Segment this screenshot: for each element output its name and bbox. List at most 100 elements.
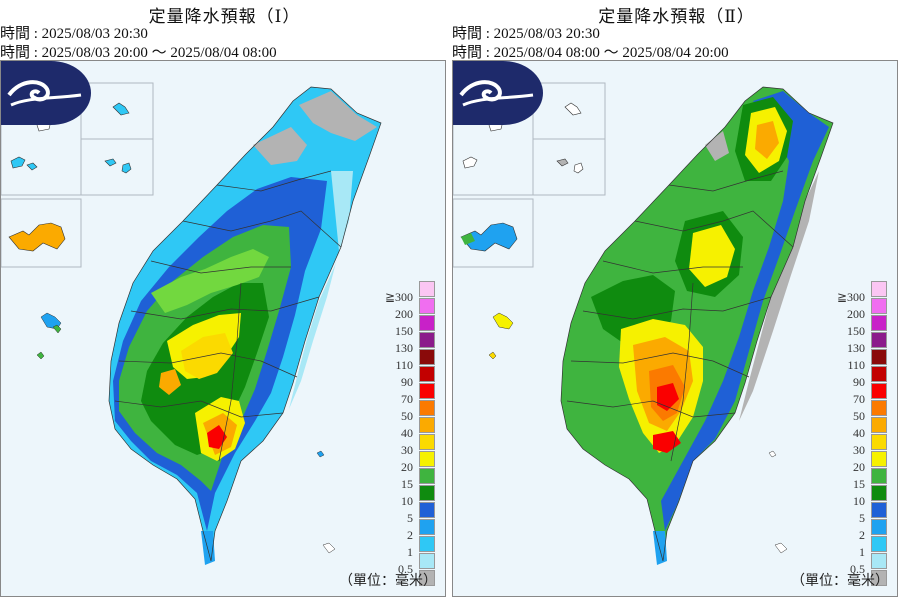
legend-row: 150 [817, 315, 887, 338]
legend-row: 2 [365, 519, 435, 542]
legend-swatch [419, 434, 435, 450]
legend-label: 30 [853, 443, 865, 457]
legend-row: 20 [365, 451, 435, 474]
legend-row: 50 [817, 400, 887, 423]
legend-swatch [871, 570, 887, 586]
legend-row: 130 [817, 332, 887, 355]
issue-time: 時間 : 2025/08/03 20:30 [0, 26, 148, 42]
legend-row: 200 [817, 298, 887, 321]
legend-row: 1 [365, 536, 435, 559]
legend-swatch [419, 400, 435, 416]
legend-label: 15 [401, 477, 413, 491]
legend-label: 200 [847, 307, 865, 321]
legend-label: 40 [401, 426, 413, 440]
legend-row: 130 [365, 332, 435, 355]
legend-label: 90 [401, 375, 413, 389]
legend-swatch [419, 485, 435, 501]
legend-swatch [419, 502, 435, 518]
legend-swatch [871, 400, 887, 416]
legend-row: ≧300 [365, 281, 435, 304]
qpf-panel-1: 定量降水預報（Ⅰ） 時間 : 2025/08/03 20:30 時間 : 202… [0, 0, 449, 602]
legend-label: 50 [401, 409, 413, 423]
legend-swatch [871, 349, 887, 365]
legend-label: 70 [401, 392, 413, 406]
legend-row: 110 [365, 349, 435, 372]
legend-label: 1 [859, 545, 865, 559]
legend-label: 0.5 [850, 562, 865, 576]
legend-swatch [419, 553, 435, 569]
legend-swatch [419, 383, 435, 399]
rainfall-map: ≧300 200 150 130 110 90 70 50 40 30 20 15 10 5 2 1 0.5 （… [452, 60, 898, 597]
legend-row: 10 [365, 485, 435, 508]
legend-label: 5 [859, 511, 865, 525]
legend-row [817, 570, 887, 587]
legend-row: 110 [817, 349, 887, 372]
legend-label: 130 [847, 341, 865, 355]
legend-row: 70 [817, 383, 887, 406]
legend-swatch [419, 332, 435, 348]
legend-swatch [871, 485, 887, 501]
legend-swatch [419, 349, 435, 365]
legend-swatch [871, 536, 887, 552]
legend-label: 90 [853, 375, 865, 389]
legend-label: 20 [853, 460, 865, 474]
legend-swatch [419, 519, 435, 535]
legend-label: ≧300 [384, 290, 413, 304]
cwa-logo-icon [453, 61, 543, 125]
panel-title: 定量降水預報（Ⅱ） [598, 7, 755, 26]
issue-time: 時間 : 2025/08/03 20:30 [452, 26, 600, 42]
panel-divider [449, 0, 452, 602]
legend-row: 1 [817, 536, 887, 559]
panel-title: 定量降水預報（Ⅰ） [148, 7, 301, 26]
legend-label: 30 [401, 443, 413, 457]
legend-label: 130 [395, 341, 413, 355]
legend-label: 150 [395, 324, 413, 338]
legend-label: 110 [847, 358, 865, 372]
legend-swatch [871, 468, 887, 484]
legend-label: 70 [853, 392, 865, 406]
legend-row [365, 570, 435, 587]
cwa-logo-icon [1, 61, 91, 125]
legend-label: 110 [395, 358, 413, 372]
legend-swatch [871, 417, 887, 433]
legend-swatch [871, 383, 887, 399]
legend-row: 5 [817, 502, 887, 525]
legend-row: 0.5 [817, 553, 887, 576]
legend-swatch [419, 536, 435, 552]
legend-swatch [419, 570, 435, 586]
legend-label: 10 [853, 494, 865, 508]
legend-swatch [871, 298, 887, 314]
legend-swatch [419, 281, 435, 297]
qpf-panel-2: 定量降水預報（Ⅱ） 時間 : 2025/08/03 20:30 時間 : 202… [452, 0, 901, 602]
rainfall-legend: ≧300 200 150 130 110 90 70 50 40 30 20 15 10 5 2 1 0.5 [365, 281, 435, 587]
legend-label: 0.5 [398, 562, 413, 576]
valid-period: 時間 : 2025/08/04 08:00 ～ 2025/08/04 20:00 [452, 45, 729, 61]
unit-label: （單位：毫米） [339, 574, 437, 589]
rainfall-map-graphic [1, 82, 382, 565]
legend-row: 5 [365, 502, 435, 525]
legend-label: ≧300 [836, 290, 865, 304]
legend-label: 200 [395, 307, 413, 321]
legend-row: 15 [817, 468, 887, 491]
legend-swatch [871, 553, 887, 569]
legend-label: 20 [401, 460, 413, 474]
legend-swatch [871, 502, 887, 518]
legend-swatch [419, 417, 435, 433]
legend-swatch [871, 332, 887, 348]
legend-row: 50 [365, 400, 435, 423]
legend-swatch [871, 315, 887, 331]
legend-swatch [871, 281, 887, 297]
legend-label: 5 [407, 511, 413, 525]
legend-swatch [419, 468, 435, 484]
legend-row: 90 [817, 366, 887, 389]
legend-row: 90 [365, 366, 435, 389]
legend-label: 15 [853, 477, 865, 491]
legend-row: 10 [817, 485, 887, 508]
legend-row: 30 [817, 434, 887, 457]
legend-swatch [871, 366, 887, 382]
legend-row: 15 [365, 468, 435, 491]
legend-swatch [419, 451, 435, 467]
legend-row: 70 [365, 383, 435, 406]
legend-row: 200 [365, 298, 435, 321]
legend-label: 150 [847, 324, 865, 338]
